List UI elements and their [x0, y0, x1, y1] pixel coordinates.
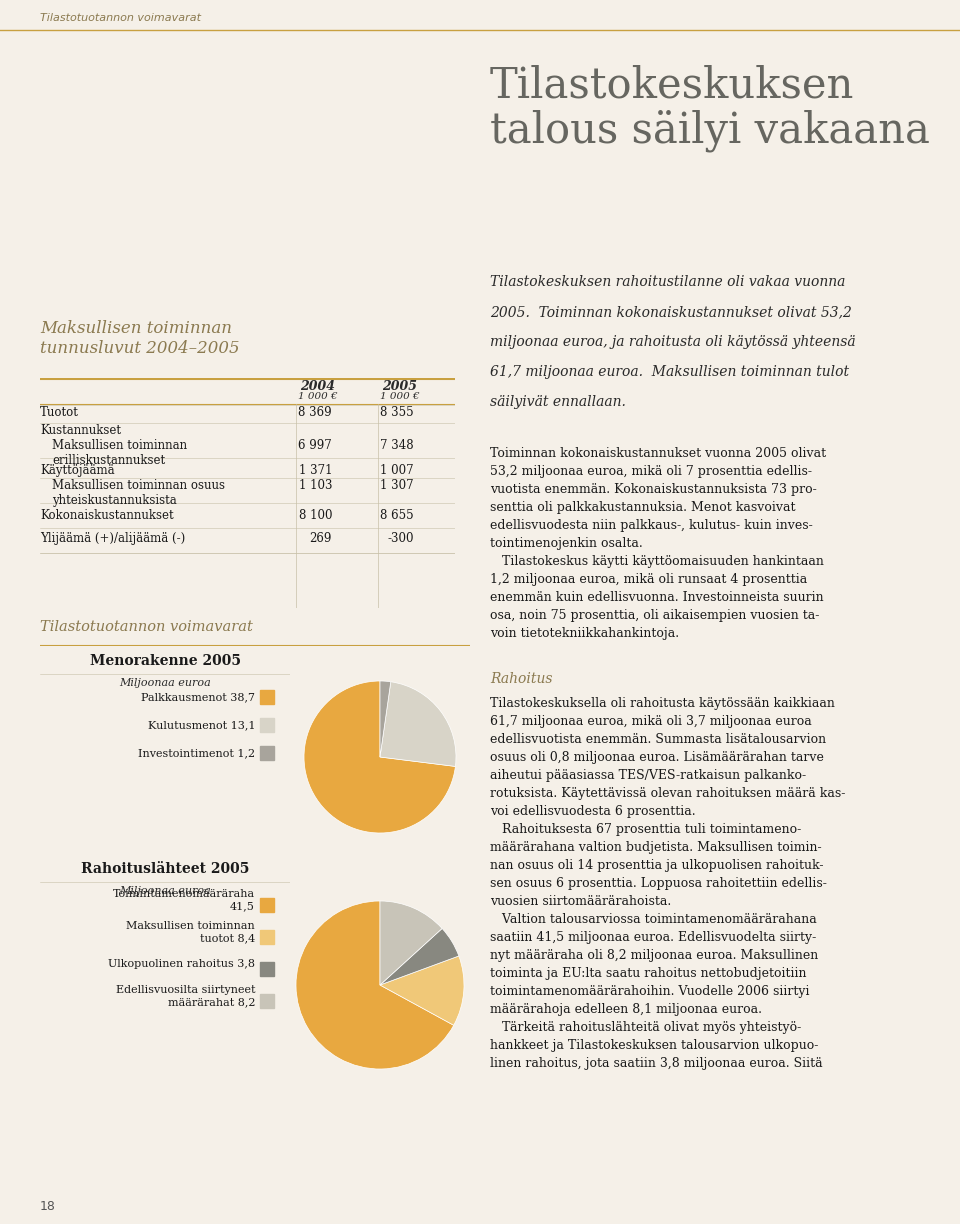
Text: Tilastotuotannon voimavarat: Tilastotuotannon voimavarat [40, 13, 201, 23]
Text: 8 655: 8 655 [380, 509, 414, 521]
Text: Miljoonaa euroa: Miljoonaa euroa [119, 886, 211, 896]
Text: 8 100: 8 100 [299, 509, 332, 521]
Text: 1 000 €: 1 000 € [299, 392, 338, 401]
Text: 1 307: 1 307 [380, 479, 414, 492]
Text: 1 000 €: 1 000 € [380, 392, 420, 401]
Text: 18: 18 [40, 1200, 56, 1213]
Text: Tilastokeskuksen: Tilastokeskuksen [490, 65, 854, 106]
Text: Palkkausmenot 38,7: Palkkausmenot 38,7 [141, 692, 255, 703]
Text: 1 007: 1 007 [380, 464, 414, 477]
Text: 7 348: 7 348 [380, 439, 414, 452]
Text: 2005.  Toiminnan kokonaiskustannukset olivat 53,2: 2005. Toiminnan kokonaiskustannukset oli… [490, 305, 852, 319]
Text: Maksullisen toiminnan
erilliskustannukset: Maksullisen toiminnan erilliskustannukse… [52, 439, 187, 468]
Text: Kustannukset: Kustannukset [40, 424, 121, 437]
Text: 269: 269 [310, 532, 332, 545]
Text: Rahoitus: Rahoitus [490, 672, 553, 685]
Text: 1 371: 1 371 [299, 464, 332, 477]
Text: 6 997: 6 997 [299, 439, 332, 452]
Text: tunnusluvut 2004–2005: tunnusluvut 2004–2005 [40, 340, 240, 357]
Text: Tuotot: Tuotot [40, 406, 79, 419]
Text: 1 103: 1 103 [299, 479, 332, 492]
Text: Maksullisen toiminnan
tuotot 8,4: Maksullisen toiminnan tuotot 8,4 [127, 920, 255, 944]
Wedge shape [380, 901, 443, 985]
Text: -300: -300 [388, 532, 414, 545]
Bar [260, 745, 274, 760]
Wedge shape [380, 956, 464, 1026]
Wedge shape [296, 901, 454, 1069]
Text: Maksullisen toiminnan: Maksullisen toiminnan [40, 319, 232, 337]
Bar [260, 930, 274, 944]
Text: Kulutusmenot 13,1: Kulutusmenot 13,1 [148, 720, 255, 730]
Text: miljoonaa euroa, ja rahoitusta oli käytössä yhteensä: miljoonaa euroa, ja rahoitusta oli käytö… [490, 335, 855, 349]
Bar [260, 962, 274, 976]
Text: Tilastokeskuksella oli rahoitusta käytössään kaikkiaan
61,7 miljoonaa euroa, mik: Tilastokeskuksella oli rahoitusta käytös… [490, 696, 846, 1070]
Text: Käyttöjäämä: Käyttöjäämä [40, 464, 114, 477]
Text: talous säilyi vakaana: talous säilyi vakaana [490, 110, 930, 153]
Wedge shape [304, 681, 455, 834]
Text: Ylijäämä (+)/alijäämä (-): Ylijäämä (+)/alijäämä (-) [40, 532, 185, 545]
Text: Edellisvuosilta siirtyneet
määrärahat 8,2: Edellisvuosilta siirtyneet määrärahat 8,… [115, 985, 255, 1007]
Text: 2004: 2004 [300, 379, 335, 393]
Text: Ulkopuolinen rahoitus 3,8: Ulkopuolinen rahoitus 3,8 [108, 958, 255, 969]
Text: Toiminnan kokonaiskustannukset vuonna 2005 olivat
53,2 miljoonaa euroa, mikä oli: Toiminnan kokonaiskustannukset vuonna 20… [490, 447, 827, 640]
Wedge shape [380, 682, 456, 766]
Bar [260, 690, 274, 704]
Text: 61,7 miljoonaa euroa.  Maksullisen toiminnan tulot: 61,7 miljoonaa euroa. Maksullisen toimin… [490, 365, 850, 379]
Text: Menorakenne 2005: Menorakenne 2005 [89, 654, 241, 668]
Text: Miljoonaa euroa: Miljoonaa euroa [119, 678, 211, 688]
Wedge shape [380, 681, 391, 756]
Text: Toimintamenomääräraha
41,5: Toimintamenomääräraha 41,5 [113, 889, 255, 911]
Text: 8 355: 8 355 [380, 406, 414, 419]
Text: säilyivät ennallaan.: säilyivät ennallaan. [490, 395, 626, 409]
Text: Tilastokeskuksen rahoitustilanne oli vakaa vuonna: Tilastokeskuksen rahoitustilanne oli vak… [490, 275, 846, 289]
Text: Maksullisen toiminnan osuus
yhteiskustannuksista: Maksullisen toiminnan osuus yhteiskustan… [52, 479, 225, 507]
Text: Rahoituslähteet 2005: Rahoituslähteet 2005 [81, 862, 250, 876]
Bar [260, 898, 274, 912]
Wedge shape [380, 929, 459, 985]
Text: 2005: 2005 [382, 379, 418, 393]
Text: Tilastotuotannon voimavarat: Tilastotuotannon voimavarat [40, 621, 252, 634]
Text: 8 369: 8 369 [299, 406, 332, 419]
Text: Kokonaiskustannukset: Kokonaiskustannukset [40, 509, 174, 521]
Bar [260, 994, 274, 1009]
Text: Investointimenot 1,2: Investointimenot 1,2 [138, 748, 255, 758]
Bar [260, 718, 274, 732]
